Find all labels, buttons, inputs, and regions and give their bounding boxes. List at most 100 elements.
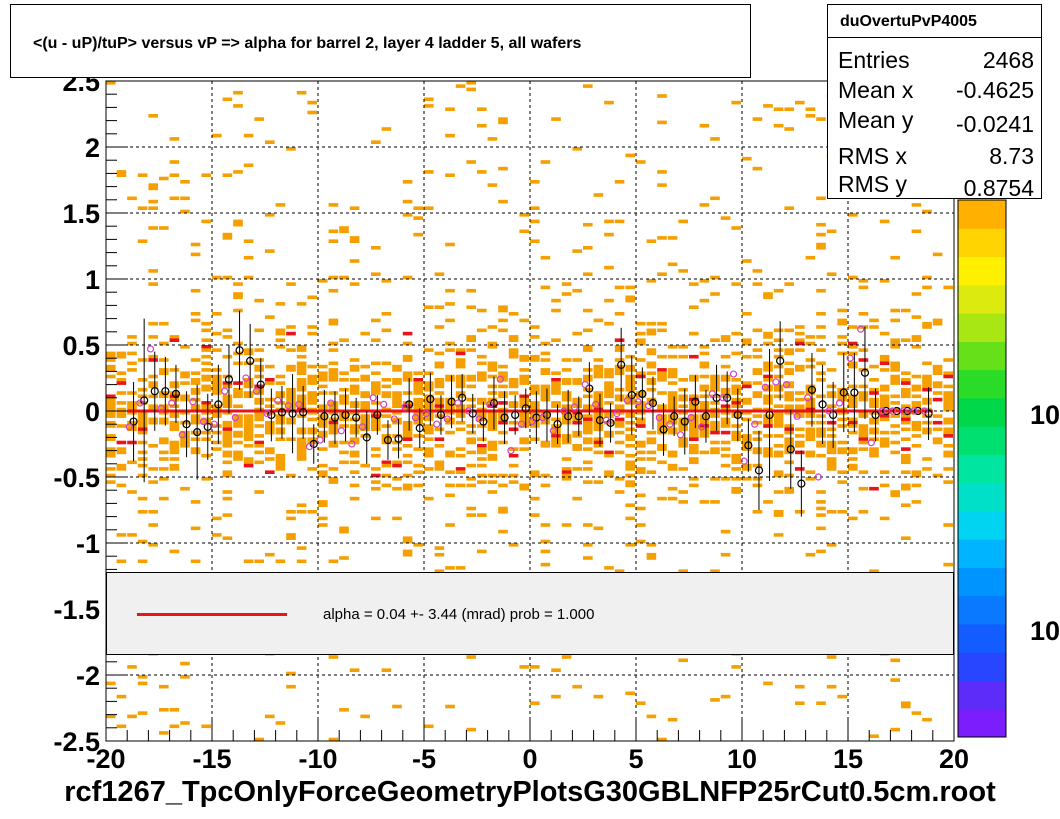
histogram-cell (816, 420, 826, 425)
histogram-cell (201, 361, 211, 366)
histogram-cell (371, 411, 381, 415)
data-point (129, 417, 138, 426)
histogram-cell (890, 338, 900, 342)
histogram-cell (752, 354, 763, 359)
histogram-cell (455, 84, 466, 88)
histogram-cell (816, 513, 826, 517)
data-point (252, 387, 261, 395)
histogram-cell (784, 430, 794, 435)
histogram-cell (254, 414, 264, 418)
histogram-cell (561, 381, 572, 385)
histogram-cell (848, 401, 858, 405)
histogram-cell (466, 404, 476, 408)
histogram-cell (901, 414, 911, 418)
histogram-cell (720, 335, 731, 339)
histogram-cell (434, 305, 445, 309)
histogram-cell (922, 427, 932, 432)
histogram-cell (222, 470, 233, 474)
histogram-cell (519, 358, 529, 362)
histogram-cell (710, 477, 720, 481)
histogram-cell (318, 500, 328, 504)
histogram-cell (710, 447, 720, 451)
histogram-cell (816, 378, 826, 382)
histogram-cell (498, 411, 508, 415)
histogram-cell (773, 434, 784, 438)
histogram-cell (551, 338, 561, 342)
histogram-cell (243, 559, 254, 564)
histogram-cell (148, 114, 158, 118)
histogram-cell (254, 364, 264, 369)
histogram-cell (911, 315, 922, 319)
histogram-cell (667, 404, 678, 408)
histogram-cell (296, 397, 307, 402)
histogram-cell (243, 133, 254, 138)
histogram-cell (233, 394, 243, 399)
histogram-cell (636, 701, 646, 705)
histogram-cell (106, 404, 116, 408)
histogram-cell (636, 444, 646, 448)
data-point (171, 389, 181, 398)
histogram-cell (307, 295, 317, 300)
histogram-cell (148, 510, 158, 514)
histogram-cell (943, 417, 953, 422)
histogram-cell (763, 450, 773, 455)
histogram-cell (890, 450, 900, 455)
histogram-cell (752, 391, 763, 395)
histogram-cell (180, 661, 190, 666)
histogram-cell (540, 285, 551, 290)
histogram-cell (625, 444, 635, 448)
histogram-cell (593, 526, 604, 531)
histogram-cell (169, 444, 180, 448)
histogram-cell (434, 384, 445, 389)
data-point (645, 402, 653, 410)
histogram-cell (752, 430, 763, 435)
histogram-cell (233, 381, 243, 385)
chart-title: <(u - uP)/tuP> versus vP => alpha for ba… (33, 35, 582, 52)
histogram-cell (296, 381, 307, 385)
histogram-cell (148, 444, 158, 448)
data-point (592, 400, 600, 408)
histogram-cell (784, 371, 794, 375)
histogram-cell (190, 381, 201, 385)
histogram-cell (816, 549, 826, 554)
histogram-cell (614, 394, 625, 399)
histogram-cell (731, 387, 741, 392)
histogram-cell (286, 397, 296, 402)
histogram-cell (593, 318, 604, 323)
histogram-cell (625, 378, 635, 382)
histogram-cell (678, 420, 688, 425)
histogram-cell (869, 569, 879, 573)
histogram-cell (826, 684, 837, 689)
histogram-cell (159, 341, 169, 346)
histogram-cell (551, 437, 561, 441)
data-point (539, 414, 547, 422)
histogram-cell (254, 737, 264, 742)
histogram-cell (445, 374, 455, 379)
histogram-cell (265, 397, 275, 402)
histogram-cell (137, 394, 148, 399)
histogram-cell (583, 328, 593, 333)
histogram-cell (106, 714, 116, 719)
histogram-cell (349, 427, 360, 432)
histogram-cell (424, 447, 434, 451)
histogram-cell (106, 364, 116, 369)
histogram-cell (498, 371, 508, 375)
histogram-cell (646, 437, 657, 441)
histogram-cell (816, 414, 826, 418)
histogram-cell (890, 430, 900, 435)
histogram-cell (752, 166, 763, 171)
histogram-cell (901, 447, 911, 451)
histogram-cell (657, 236, 667, 240)
histogram-cell (424, 206, 434, 210)
histogram-cell (593, 420, 604, 425)
histogram-cell (137, 430, 148, 435)
histogram-cell (636, 331, 646, 336)
histogram-cell (667, 496, 678, 501)
histogram-cell (636, 450, 646, 455)
histogram-cell (233, 404, 243, 408)
histogram-cell (243, 275, 254, 280)
histogram-cell (508, 391, 519, 395)
histogram-cell (455, 381, 466, 385)
histogram-cell (222, 434, 233, 438)
histogram-cell (349, 424, 360, 428)
